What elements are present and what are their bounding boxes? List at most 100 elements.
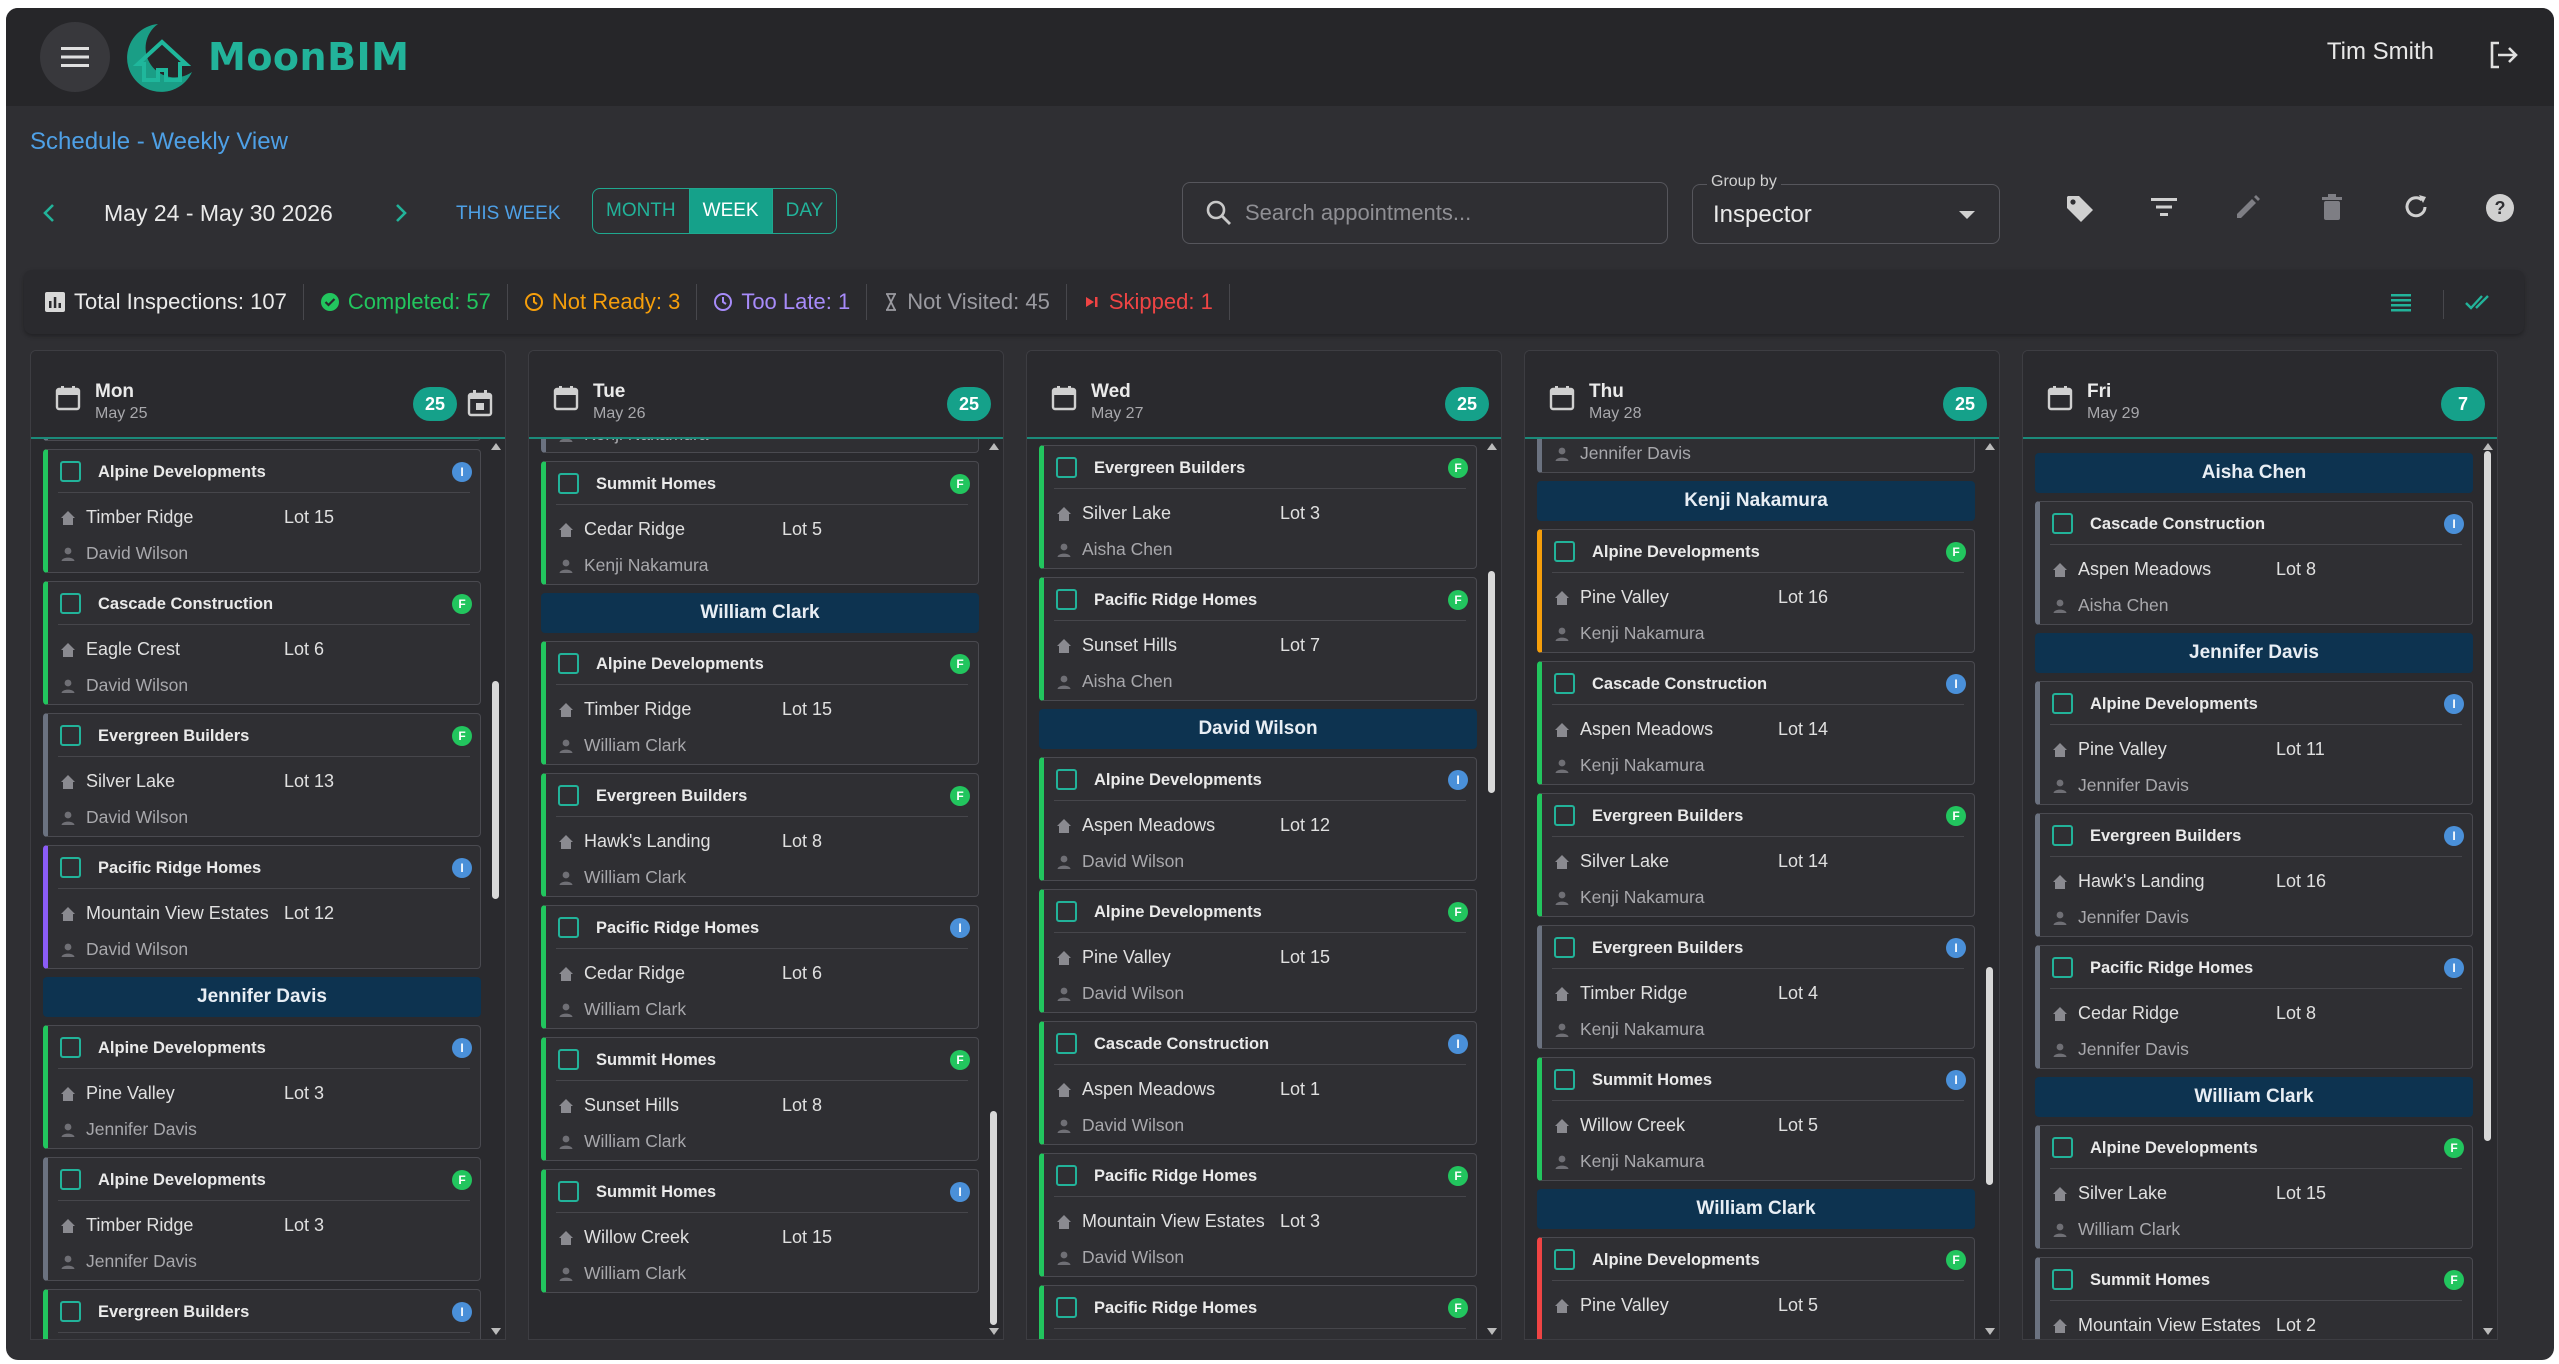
- appointment-card[interactable]: Pacific Ridge Homes F Mountain View Estate…: [1039, 1153, 1477, 1277]
- delete-button[interactable]: [2290, 192, 2374, 226]
- appointment-card[interactable]: Pacific Ridge Homes I Cedar Ridge Lot 6 Will…: [541, 905, 979, 1029]
- card-checkbox[interactable]: [1056, 1033, 1077, 1054]
- scrollbar-thumb[interactable]: [492, 681, 499, 899]
- stat-total[interactable]: Total Inspections: 107: [44, 284, 304, 320]
- scroll-up-arrow[interactable]: [491, 443, 501, 450]
- stat-not-visited[interactable]: Not Visited: 45: [883, 284, 1067, 320]
- card-checkbox[interactable]: [558, 653, 579, 674]
- day-appointment-list[interactable]: Kenji Nakamura Summit Homes F Cedar Ridge Lo…: [529, 439, 1003, 1339]
- card-checkbox[interactable]: [1056, 1297, 1077, 1318]
- card-checkbox[interactable]: [1554, 805, 1575, 826]
- appointment-card[interactable]: Summit Homes F Sunset Hills Lot 8 William Cl…: [541, 1037, 979, 1161]
- card-checkbox[interactable]: [1554, 673, 1575, 694]
- day-appointment-list[interactable]: Evergreen Builders F Silver Lake Lot 3 Aisha…: [1027, 439, 1501, 1339]
- filter-button[interactable]: [2122, 192, 2206, 226]
- card-checkbox[interactable]: [2052, 513, 2073, 534]
- this-week-button[interactable]: THIS WEEK: [456, 203, 561, 224]
- edit-button[interactable]: [2206, 192, 2290, 226]
- tag-button[interactable]: [2038, 192, 2122, 226]
- scrollbar-thumb[interactable]: [1488, 571, 1495, 793]
- appointment-card[interactable]: Alpine Developments F Silver Lake Lot 15 Wil…: [2035, 1125, 2473, 1249]
- refresh-button[interactable]: [2374, 192, 2458, 226]
- scroll-up-arrow[interactable]: [1487, 443, 1497, 450]
- card-checkbox[interactable]: [1056, 769, 1077, 790]
- card-checkbox[interactable]: [558, 1049, 579, 1070]
- appointment-card[interactable]: Summit Homes F Mountain View Estates Lot 2: [2035, 1257, 2473, 1339]
- appointment-card[interactable]: Alpine Developments I Pine Valley Lot 11 Jen…: [2035, 681, 2473, 805]
- appointment-card[interactable]: Pacific Ridge Homes I Mountain View Estate…: [43, 845, 481, 969]
- appointment-card[interactable]: Alpine Developments F Pine Valley Lot 16 Ken…: [1537, 529, 1975, 653]
- card-checkbox[interactable]: [2052, 825, 2073, 846]
- card-checkbox[interactable]: [1554, 937, 1575, 958]
- card-checkbox[interactable]: [60, 857, 81, 878]
- search-input[interactable]: Search appointments...: [1182, 182, 1668, 244]
- card-checkbox[interactable]: [2052, 957, 2073, 978]
- card-checkbox[interactable]: [1056, 901, 1077, 922]
- scrollbar-thumb[interactable]: [990, 1111, 997, 1325]
- appointment-card[interactable]: Cascade Construction I Aspen Meadows Lot 1 D…: [1039, 1021, 1477, 1145]
- scroll-down-arrow[interactable]: [1487, 1328, 1497, 1335]
- appointment-card[interactable]: Evergreen Builders I: [43, 1289, 481, 1339]
- appointment-card[interactable]: Alpine Developments I Timber Ridge Lot 15 Da…: [43, 449, 481, 573]
- scrollbar-thumb[interactable]: [1986, 967, 1993, 1185]
- scroll-down-arrow[interactable]: [1985, 1328, 1995, 1335]
- appointment-card[interactable]: Alpine Developments F Pine Valley Lot 5: [1537, 1237, 1975, 1339]
- appointment-card[interactable]: Evergreen Builders I Timber Ridge Lot 4 Kenj…: [1537, 925, 1975, 1049]
- scroll-up-arrow[interactable]: [1985, 443, 1995, 450]
- card-checkbox[interactable]: [558, 1181, 579, 1202]
- appointment-card[interactable]: Alpine Developments I Pine Valley Lot 3 Jenn…: [43, 1025, 481, 1149]
- card-checkbox[interactable]: [558, 785, 579, 806]
- appointment-card[interactable]: Summit Homes F Cedar Ridge Lot 5 Kenji Nakam…: [541, 461, 979, 585]
- card-checkbox[interactable]: [60, 725, 81, 746]
- scroll-up-arrow[interactable]: [2483, 443, 2493, 450]
- stat-not-ready[interactable]: Not Ready: 3: [524, 284, 698, 320]
- logout-button[interactable]: [2486, 38, 2520, 77]
- mark-all-done-button[interactable]: [2443, 290, 2494, 319]
- scroll-down-arrow[interactable]: [989, 1328, 999, 1335]
- appointment-card[interactable]: Alpine Developments F Pine Valley Lot 15 Dav…: [1039, 889, 1477, 1013]
- card-checkbox[interactable]: [2052, 1269, 2073, 1290]
- card-checkbox[interactable]: [2052, 693, 2073, 714]
- list-view-button[interactable]: [2389, 290, 2413, 319]
- card-checkbox[interactable]: [558, 917, 579, 938]
- card-checkbox[interactable]: [60, 1037, 81, 1058]
- appointment-card[interactable]: Alpine Developments F Timber Ridge Lot 3 Jen…: [43, 1157, 481, 1281]
- user-name[interactable]: Tim Smith: [2326, 38, 2434, 65]
- help-button[interactable]: ?: [2458, 192, 2542, 226]
- card-checkbox[interactable]: [60, 1301, 81, 1322]
- appointment-card[interactable]: Evergreen Builders F Silver Lake Lot 3 Aisha…: [1039, 445, 1477, 569]
- view-day-button[interactable]: DAY: [785, 200, 824, 221]
- card-checkbox[interactable]: [1056, 589, 1077, 610]
- appointment-card[interactable]: Cascade Construction I Aspen Meadows Lot 14…: [1537, 661, 1975, 785]
- day-appointment-list[interactable]: Aisha Chen Cascade Construction I Aspen Mea…: [2023, 439, 2497, 1339]
- appointment-card[interactable]: Cascade Construction I Aspen Meadows Lot 8 A…: [2035, 501, 2473, 625]
- appointment-card-partial[interactable]: David Wilson: [43, 439, 481, 441]
- card-checkbox[interactable]: [60, 1169, 81, 1190]
- appointment-card[interactable]: Summit Homes I Willow Creek Lot 5 Kenji Naka…: [1537, 1057, 1975, 1181]
- appointment-card[interactable]: Evergreen Builders F Hawk's Landing Lot 8 Wi…: [541, 773, 979, 897]
- stat-skipped[interactable]: Skipped: 1: [1083, 284, 1230, 320]
- card-checkbox[interactable]: [1056, 1165, 1077, 1186]
- view-month-button[interactable]: MONTH: [606, 200, 676, 221]
- appointment-card[interactable]: Cascade Construction F Eagle Crest Lot 6 Dav…: [43, 581, 481, 705]
- day-appointment-list[interactable]: David Wilson Alpine Developments I Timber R…: [31, 439, 505, 1339]
- appointment-card[interactable]: Evergreen Builders F Silver Lake Lot 14 Kenj…: [1537, 793, 1975, 917]
- appointment-card[interactable]: Alpine Developments I Aspen Meadows Lot 12 D…: [1039, 757, 1477, 881]
- scroll-down-arrow[interactable]: [2483, 1328, 2493, 1335]
- appointment-card[interactable]: Summit Homes I Willow Creek Lot 15 William C…: [541, 1169, 979, 1293]
- view-week-button[interactable]: WEEK: [688, 189, 773, 233]
- stat-completed[interactable]: Completed: 57: [320, 284, 508, 320]
- card-checkbox[interactable]: [1554, 1249, 1575, 1270]
- previous-week-button[interactable]: [42, 200, 56, 231]
- scrollbar-thumb[interactable]: [2484, 451, 2491, 1141]
- card-checkbox[interactable]: [60, 593, 81, 614]
- appointment-card[interactable]: Pacific Ridge Homes I Cedar Ridge Lot 8 Jenn…: [2035, 945, 2473, 1069]
- card-checkbox[interactable]: [2052, 1137, 2073, 1158]
- next-week-button[interactable]: [394, 200, 408, 231]
- add-event-button[interactable]: [467, 389, 493, 422]
- card-checkbox[interactable]: [1056, 457, 1077, 478]
- stat-too-late[interactable]: Too Late: 1: [713, 284, 868, 320]
- appointment-card[interactable]: Evergreen Builders F Silver Lake Lot 13 Davi…: [43, 713, 481, 837]
